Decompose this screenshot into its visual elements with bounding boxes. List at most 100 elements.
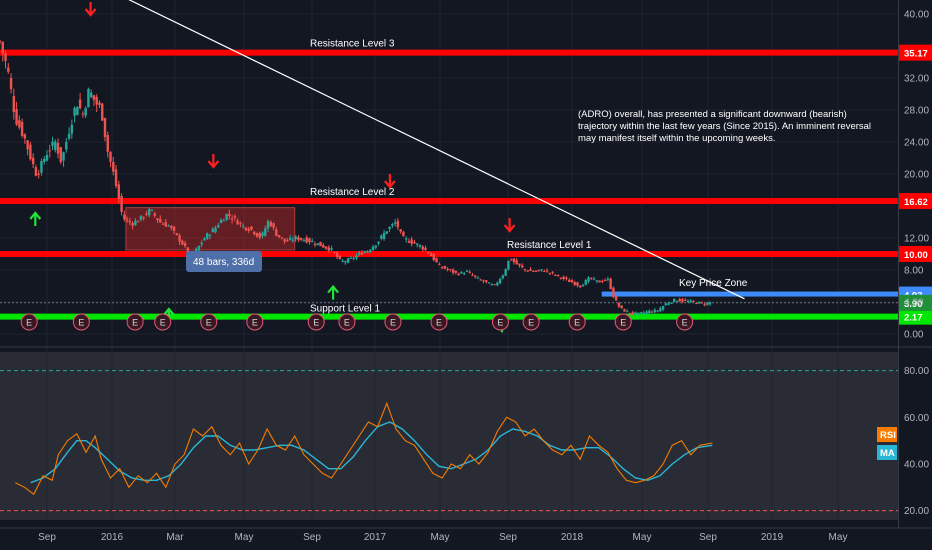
candle-body: [272, 223, 275, 228]
rsi-tick-label: 20.00: [904, 506, 929, 517]
candle-body: [183, 243, 187, 247]
candle-body: [277, 235, 281, 237]
trendline: [128, 0, 745, 300]
candle-body: [54, 141, 57, 151]
candle-body: [598, 280, 601, 283]
candle-body: [407, 241, 411, 243]
rsi-tick-label: 80.00: [904, 366, 929, 377]
candle-body: [43, 158, 46, 162]
candle-body: [302, 240, 306, 242]
candle-body: [258, 233, 261, 238]
candle-body: [45, 154, 49, 161]
event-marker-icon: [491, 313, 509, 331]
candle-body: [590, 277, 593, 279]
candle-body: [62, 152, 65, 161]
candle-body: [208, 235, 212, 237]
candle-body: [148, 209, 151, 216]
candle-body: [330, 248, 333, 250]
candle-body: [664, 303, 668, 306]
candle-body: [131, 223, 134, 226]
level-price-tag-text: 2.17: [904, 313, 923, 324]
candle-body: [493, 284, 496, 286]
price-tick-label: 4.00: [904, 298, 924, 309]
candle-body: [266, 221, 270, 229]
candle-body: [438, 264, 441, 266]
candle-body: [642, 312, 645, 315]
candle-body: [584, 280, 587, 285]
level-price-tag: [899, 44, 932, 61]
candle-body: [396, 220, 400, 228]
candle-body: [700, 302, 704, 304]
event-marker-label: E: [344, 318, 350, 328]
up-arrow-icon: [327, 284, 339, 300]
candle-body: [358, 252, 361, 255]
candle-body: [393, 222, 397, 224]
measure-label: 48 bars, 336d: [193, 257, 254, 268]
candle-body: [686, 301, 690, 303]
candle-body: [612, 287, 615, 298]
level-line-resistance: [0, 198, 898, 205]
level-label: Support Level 1: [310, 304, 380, 315]
level-label: Resistance Level 2: [310, 187, 395, 198]
candle-body: [40, 161, 43, 173]
price-tick-label: 40.00: [904, 10, 929, 21]
candle-body: [241, 225, 245, 227]
candle-body: [496, 282, 499, 286]
candle-body: [609, 278, 612, 290]
candle-body: [305, 237, 308, 243]
candle-body: [56, 142, 60, 154]
candle-body: [344, 261, 347, 263]
candle-body: [349, 257, 353, 259]
candle-body: [236, 220, 239, 225]
candle-body: [203, 238, 206, 241]
event-marker-icon: [307, 313, 325, 331]
candle-body: [291, 239, 295, 241]
candle-body: [670, 302, 673, 304]
candle-body: [692, 300, 695, 302]
candle-body: [324, 246, 328, 249]
candle-body: [125, 219, 129, 221]
event-marker-label: E: [132, 318, 138, 328]
key-zone-bottom-tag-text: 3.90: [904, 299, 923, 310]
rsi-tick-label: 60.00: [904, 413, 929, 424]
price-tick-label: 24.00: [904, 138, 929, 149]
candle-body: [567, 279, 571, 282]
candle-body: [172, 226, 176, 231]
event-marker-label: E: [78, 318, 84, 328]
level-line-resistance: [0, 49, 898, 56]
measure-label-box: [186, 251, 262, 272]
candle-body: [286, 240, 289, 242]
candle-body: [363, 251, 366, 254]
candle-body: [200, 242, 203, 245]
level-price-tag: [899, 308, 932, 325]
level-line-resistance: [0, 251, 898, 257]
annotation-line-2: trajectory within the last few years (Si…: [578, 121, 871, 132]
candle-body: [634, 312, 637, 315]
candle-body: [98, 102, 101, 106]
candle-body: [355, 255, 358, 259]
candle-body: [697, 301, 701, 304]
candle-body: [156, 218, 159, 221]
candle-body: [548, 272, 552, 274]
candle-body: [388, 226, 391, 230]
candle-body: [139, 215, 143, 220]
candle-body: [661, 306, 665, 310]
event-marker-icon: [72, 313, 90, 331]
candle-body: [319, 241, 322, 247]
candle-body: [653, 309, 657, 313]
key-price-zone: 4.933.90: [0, 286, 932, 311]
event-marker-icon: [568, 313, 586, 331]
candle-body: [106, 135, 109, 152]
candle-body: [145, 213, 148, 215]
time-tick-label: Sep: [499, 532, 517, 543]
grid-lines: [0, 0, 898, 520]
candle-body: [333, 251, 336, 253]
candle-body: [15, 108, 18, 125]
candle-body: [371, 246, 375, 251]
candle-body: [592, 278, 596, 280]
candle-body: [482, 280, 485, 282]
candle-body: [617, 303, 621, 307]
candle-body: [490, 284, 494, 286]
